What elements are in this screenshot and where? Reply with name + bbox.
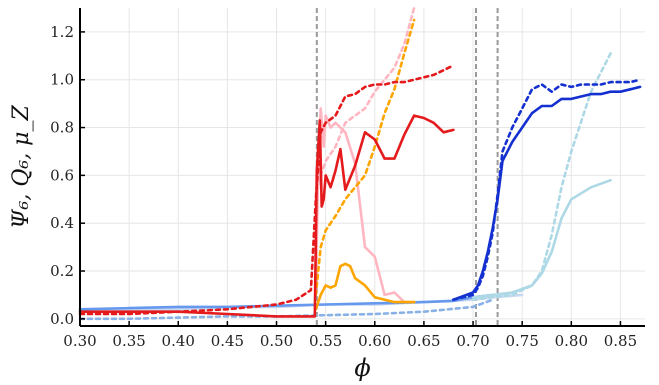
x-tick-label-3: 0.45	[211, 332, 244, 350]
y-tick-label-6: 1.2	[50, 23, 74, 41]
y-tick-label-4: 0.8	[50, 119, 74, 137]
grid-layer	[79, 8, 645, 326]
series-line-10	[314, 18, 416, 297]
x-tick-label-9: 0.75	[505, 332, 538, 350]
series-layer	[78, 6, 642, 321]
x-tick-label-1: 0.35	[112, 332, 145, 350]
x-tick-label-5: 0.55	[309, 332, 342, 350]
y-tick-label-3: 0.6	[50, 166, 74, 184]
tick-layer: 0.30 0.35 0.40 0.45 0.50 0.55 0.60 0.65 0.70 0.75…	[50, 23, 637, 350]
series-line-8	[314, 6, 416, 201]
x-tick-label-4: 0.50	[260, 332, 293, 350]
series-line-1	[78, 293, 494, 311]
series-line-12	[78, 64, 455, 316]
x-tick-label-6: 0.60	[358, 332, 391, 350]
x-tick-label-2: 0.40	[162, 332, 195, 350]
series-line-7	[314, 107, 416, 304]
x-axis-label: ϕ	[354, 354, 370, 382]
y-tick-label-2: 0.4	[50, 214, 74, 232]
vline-layer	[315, 8, 499, 326]
y-tick-label-5: 1.0	[50, 71, 74, 89]
x-tick-label-11: 0.85	[604, 332, 637, 350]
x-tick-label-10: 0.80	[555, 332, 588, 350]
series-line-4	[471, 52, 612, 301]
x-tick-label-7: 0.65	[407, 332, 440, 350]
series-line-9	[314, 262, 416, 311]
x-tick-label-0: 0.30	[63, 332, 96, 350]
x-tick-label-8: 0.70	[456, 332, 489, 350]
y-tick-label-1: 0.2	[50, 262, 74, 280]
series-line-6	[452, 78, 642, 301]
y-tick-label-0: 0.0	[50, 310, 74, 328]
y-axis-label: Ψ₆, Q₆, μ_Z	[9, 105, 34, 229]
series-line-3	[471, 178, 612, 299]
series-line-5	[452, 85, 642, 301]
series-line-11	[78, 114, 455, 318]
axes-layer	[79, 8, 645, 327]
